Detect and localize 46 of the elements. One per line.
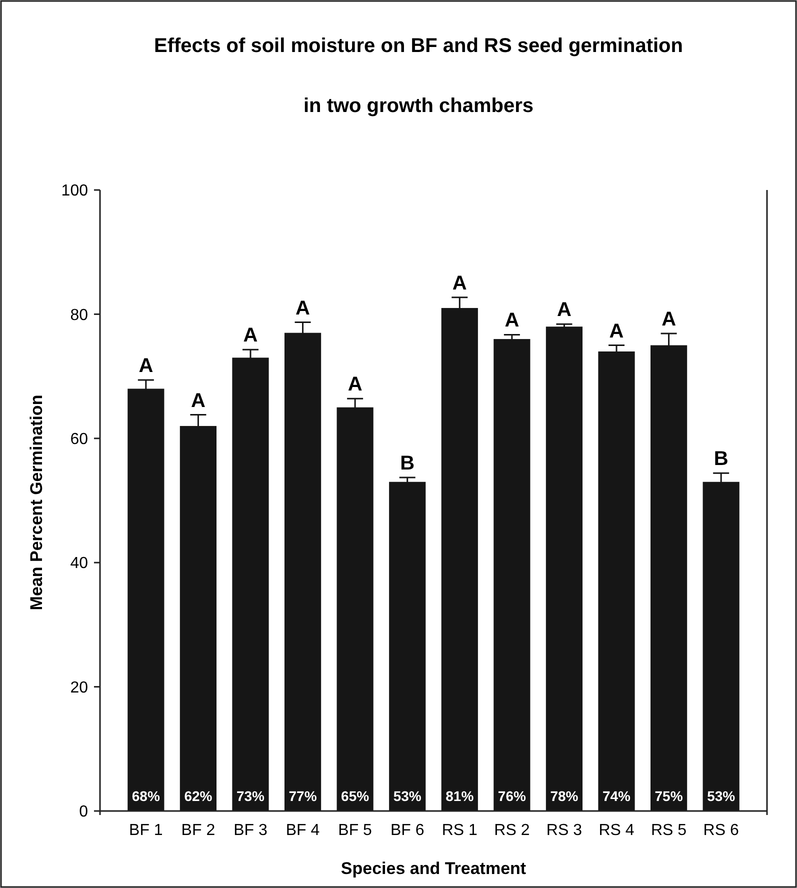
data-label: 73% <box>236 788 266 804</box>
x-tick-label: RS 6 <box>703 822 739 839</box>
annotation: A <box>296 297 310 320</box>
x-tick-label: BF 4 <box>286 822 320 839</box>
data-label: 53% <box>707 788 736 804</box>
data-label: 81% <box>446 788 474 804</box>
x-tick-label: RS 4 <box>598 822 634 839</box>
x-tick-label: BF 6 <box>390 822 424 839</box>
annotation: A <box>138 355 154 378</box>
x-tick-label: BF 5 <box>338 822 372 839</box>
annotation: A <box>452 272 467 294</box>
data-label: 74% <box>602 788 632 804</box>
chart-subtitle: in two growth chambers <box>303 95 534 117</box>
data-label: 75% <box>654 788 684 804</box>
x-tick-label: RS 3 <box>546 822 582 839</box>
annotation: A <box>348 374 362 396</box>
annotation: B <box>400 452 415 475</box>
data-label: 68% <box>132 788 160 804</box>
x-tick-label: BF 1 <box>129 822 163 839</box>
data-label: 62% <box>184 788 213 804</box>
annotation: A <box>662 308 676 330</box>
x-tick-label: BF 3 <box>234 822 268 839</box>
x-tick-label: RS 2 <box>494 822 530 839</box>
x-axis-title: Species and Treatment <box>340 859 526 878</box>
data-label: 77% <box>288 788 318 804</box>
y-tick-label: 60 <box>70 431 88 448</box>
data-label: 76% <box>498 788 526 804</box>
data-label: 65% <box>341 788 370 804</box>
x-tick-label: BF 2 <box>181 822 216 839</box>
y-tick-label: 100 <box>61 182 88 200</box>
chart-title: Effects of soil moisture on BF and RS seed germination <box>154 35 683 57</box>
y-tick-label: 20 <box>70 679 88 696</box>
y-axis-title: Mean Percent Germination <box>27 394 46 610</box>
x-tick-label: RS 1 <box>442 822 478 839</box>
y-tick-label: 40 <box>70 555 88 572</box>
annotation: A <box>243 324 258 347</box>
annotation: A <box>190 390 206 412</box>
x-tick-label: RS 5 <box>651 822 687 839</box>
annotation: A <box>504 310 520 332</box>
annotation: A <box>609 320 624 342</box>
y-tick-label: 80 <box>70 306 88 324</box>
annotation: A <box>556 299 572 322</box>
y-tick-label: 0 <box>79 804 88 821</box>
data-label: 78% <box>550 788 579 804</box>
data-label: 53% <box>393 788 422 804</box>
annotation: B <box>714 448 728 470</box>
